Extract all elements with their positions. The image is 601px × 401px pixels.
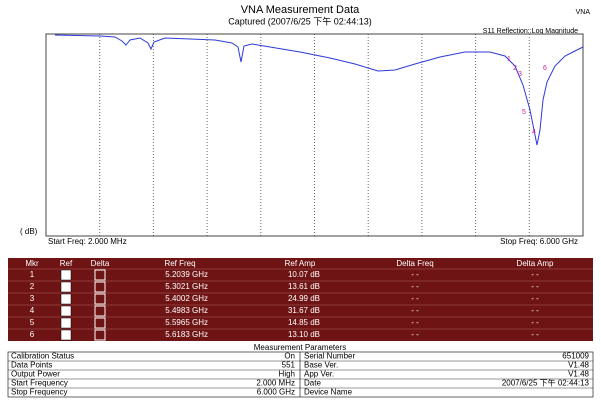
delta-freq: - -: [411, 270, 419, 279]
param-label: Calibration Status: [11, 352, 74, 361]
ref-freq: 5.3021 GHz: [165, 282, 208, 291]
plot-frame: [45, 33, 584, 237]
param-value: On: [284, 352, 295, 361]
trace-marker-label: 4: [532, 129, 536, 136]
param-value: 651009: [562, 352, 589, 361]
delta-freq: - -: [411, 294, 419, 303]
marker-col-header: Delta Amp: [517, 259, 554, 268]
marker-id: 5: [30, 318, 35, 327]
param-value: 551: [282, 361, 296, 370]
param-label: Stop Frequency: [11, 388, 67, 397]
plot-grid: [99, 34, 530, 236]
delta-freq: - -: [411, 330, 419, 339]
ref-amp: 31.67 dB: [288, 306, 320, 315]
delta-freq: - -: [411, 318, 419, 327]
param-label: Output Power: [11, 370, 60, 379]
ref-amp: 13.61 dB: [288, 282, 320, 291]
unit: ( dB): [20, 227, 38, 236]
marker-col-header: Ref Amp: [285, 259, 316, 268]
trace: [54, 34, 584, 146]
delta-freq: - -: [411, 306, 419, 315]
param-label: Serial Number: [304, 352, 355, 361]
delta-amp: - -: [531, 270, 539, 279]
delta-amp: - -: [531, 318, 539, 327]
trace-marker-label: 5: [522, 109, 526, 116]
ref-checkbox: [60, 329, 72, 341]
ref-checkbox: [60, 281, 72, 293]
param-label: Device Name: [304, 388, 353, 397]
trace-marker-label: 1: [507, 56, 511, 63]
delta-freq: - -: [411, 282, 419, 291]
delta-checkbox: [94, 317, 106, 329]
param-value: 2.000 MHz: [256, 379, 295, 388]
marker-id: 4: [30, 306, 35, 315]
delta-amp: - -: [531, 330, 539, 339]
delta-checkbox: [94, 329, 106, 341]
ref-checkbox: [60, 293, 72, 305]
marker-id: 2: [30, 282, 35, 291]
delta-amp: - -: [531, 294, 539, 303]
param-value: 2007/6/25 下午 02:44:13: [502, 378, 590, 388]
start-freq: Start Freq: 2.000 MHz: [48, 237, 127, 246]
ref-checkbox: [60, 305, 72, 317]
ref-amp: 10.07 dB: [288, 270, 320, 279]
badge: VNA: [576, 9, 591, 16]
marker-col-header: Ref Freq: [164, 259, 195, 268]
delta-amp: - -: [531, 306, 539, 315]
ref-freq: 5.4983 GHz: [165, 306, 208, 315]
param-value: V1.48: [568, 370, 589, 379]
param-label: Base Ver.: [304, 361, 338, 370]
marker-col-header: Delta: [91, 259, 110, 268]
trace-markers: 123 4 5 6: [507, 56, 547, 136]
delta-checkbox: [94, 281, 106, 293]
delta-checkbox: [94, 305, 106, 317]
ref-freq: 5.2039 GHz: [165, 270, 208, 279]
ref-freq: 5.4002 GHz: [165, 294, 208, 303]
params-table: Calibration Status On Serial Number 651009 D…: [7, 351, 594, 398]
param-label: Date: [304, 379, 321, 388]
trace-marker-label: 3: [518, 71, 522, 78]
ref-freq: 5.6183 GHz: [165, 330, 208, 339]
param-value: V1.48: [568, 361, 589, 370]
marker-col-header: Delta Freq: [396, 259, 433, 268]
marker-id: 3: [30, 294, 35, 303]
delta-amp: - -: [531, 282, 539, 291]
title: VNA Measurement Data: [241, 4, 360, 16]
trace-label: S11 Reflection::Log Magnitude: [483, 28, 578, 35]
param-label: App Ver.: [304, 370, 334, 379]
captured: Captured (2007/6/25 下午 02:44:13): [228, 15, 372, 26]
marker-table-body: Mkr Ref Delta Ref Freq Ref Amp Delta Freq Delt…: [8, 259, 593, 341]
params-title: Measurement Parameters: [254, 343, 346, 352]
params-frame: [7, 351, 594, 398]
marker-id: 6: [30, 330, 35, 339]
marker-col-header: Mkr: [25, 259, 39, 268]
ref-checkbox: [60, 317, 72, 329]
ref-amp: 13.10 dB: [288, 330, 320, 339]
stop-freq: Stop Freq: 6.000 GHz: [500, 237, 578, 246]
marker-id: 1: [30, 270, 35, 279]
param-value: 6.000 GHz: [257, 388, 295, 397]
ref-freq: 5.5965 GHz: [165, 318, 208, 327]
ref-amp: 24.99 dB: [288, 294, 320, 303]
trace-marker-label: 2: [513, 65, 517, 72]
trace-marker-label: 6: [543, 65, 547, 72]
ref-amp: 14.85 dB: [288, 318, 320, 327]
marker-col-header: Ref: [60, 259, 73, 268]
param-label: Data Points: [11, 361, 52, 370]
ref-checkbox: [60, 269, 72, 281]
param-value: High: [279, 370, 295, 379]
param-label: Start Frequency: [11, 379, 68, 388]
delta-checkbox: [94, 293, 106, 305]
delta-checkbox: [94, 269, 106, 281]
